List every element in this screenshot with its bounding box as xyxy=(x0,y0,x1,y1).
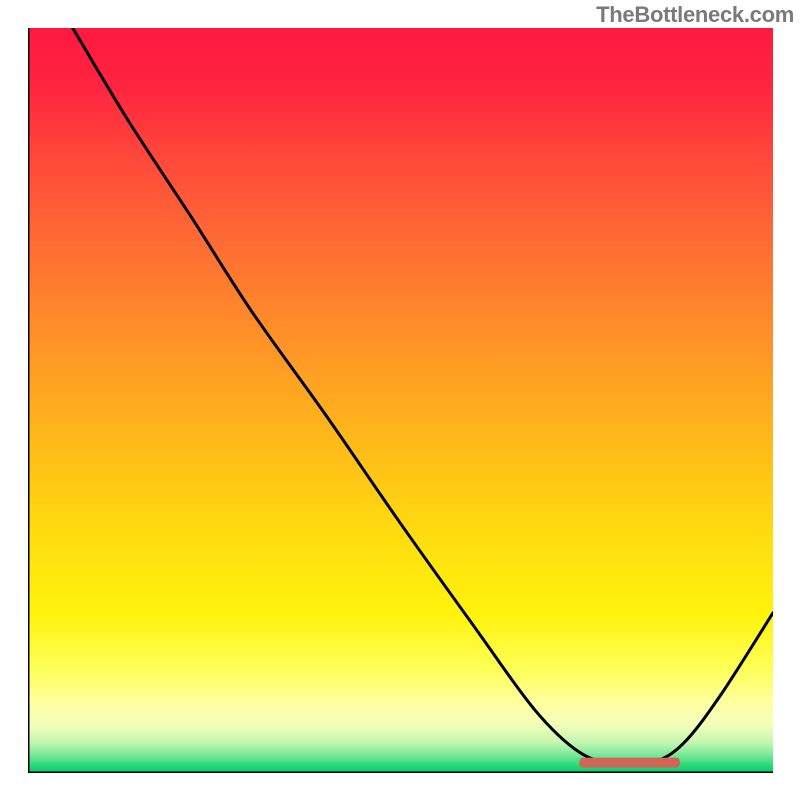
chart-svg xyxy=(28,28,773,773)
chart-plot-area xyxy=(28,28,773,773)
optimal-range-marker xyxy=(579,758,680,768)
chart-container: TheBottleneck.com xyxy=(0,0,800,800)
watermark-text: TheBottleneck.com xyxy=(596,2,794,28)
